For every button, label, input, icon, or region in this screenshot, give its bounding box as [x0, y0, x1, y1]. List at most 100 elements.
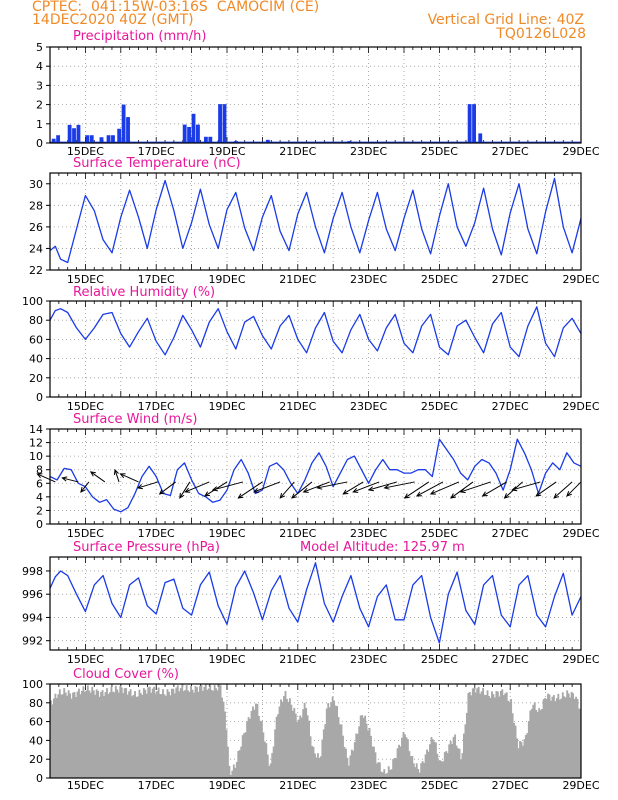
x-tick-label: 19DEC [208, 400, 245, 413]
y-tick-label: 0 [36, 518, 43, 531]
x-tick-label: 25DEC [421, 400, 458, 413]
cloud-bar [405, 737, 408, 778]
cloud-bar [370, 735, 372, 778]
y-tick-label: 10 [29, 450, 43, 463]
panel-5: Surface Pressure (hPa) Model Altitude: 12… [22, 540, 600, 666]
cloud-bar [134, 691, 136, 778]
cloud-bar [536, 712, 539, 778]
wind-vector [482, 481, 507, 497]
x-tick-label: 19DEC [208, 527, 245, 540]
cloud-bar [153, 686, 156, 778]
x-tick-label: 15DEC [67, 145, 104, 158]
cloud-bar [165, 695, 167, 778]
cloud-bar [252, 706, 254, 778]
cloud-bar [179, 688, 182, 778]
wind-arrowhead [459, 488, 466, 494]
cloud-bar [141, 695, 144, 778]
cloud-bar [468, 692, 471, 778]
x-tick-label: 21DEC [279, 779, 316, 792]
cloud-bar [334, 705, 337, 778]
x-tick-label: 15DEC [67, 273, 104, 286]
precip-bar [472, 104, 476, 143]
cloud-bar [572, 693, 575, 778]
cloud-bar [541, 708, 544, 778]
y-tick-label: 30 [29, 178, 43, 191]
wind-arrowhead [89, 471, 96, 477]
cloud-bar [387, 766, 390, 778]
cloud-bar [340, 724, 343, 778]
cloud-bar [85, 690, 88, 778]
y-tick-label: 80 [29, 697, 43, 710]
precip-bar [117, 128, 122, 143]
x-tick-label: 27DEC [492, 653, 529, 666]
cloud-bar [160, 694, 163, 778]
x-tick-label: 29DEC [562, 779, 599, 792]
cloud-bar [314, 753, 316, 778]
y-tick-label: 0 [36, 391, 43, 404]
wind-arrowhead [119, 473, 126, 479]
precip-bar [89, 135, 94, 143]
cloud-bar [508, 701, 511, 778]
cloud-bar [358, 726, 361, 778]
precip-bar [218, 104, 222, 143]
x-tick-label: 27DEC [492, 779, 529, 792]
wind-vector [566, 481, 582, 497]
wind-arrowhead [429, 489, 436, 495]
cloud-bar [91, 686, 94, 778]
wind-arrowhead [415, 491, 422, 497]
cloud-bar [331, 696, 334, 778]
cloud-bar [151, 688, 154, 778]
cloud-bar [480, 691, 483, 778]
panel-6: Cloud Cover (%) 0 20 40 60 80 100 15DEC 17DEC 19D… [22, 667, 600, 792]
cloud-bar [196, 687, 198, 778]
cloud-bar [78, 688, 80, 778]
cloud-bar [550, 700, 552, 778]
cloud-bar [325, 708, 328, 778]
plot-frame [49, 300, 582, 398]
cloud-bar [75, 696, 77, 778]
precip-bar [182, 124, 187, 143]
wind-vector [416, 481, 444, 497]
wind-arrowhead [204, 491, 211, 497]
y-tick-label: 5 [36, 41, 43, 54]
cloud-bar [247, 717, 250, 778]
y-tick-label: 100 [22, 295, 43, 308]
wind-vector [238, 481, 263, 499]
cloud-bar [274, 729, 277, 778]
cloud-bar [110, 686, 113, 778]
cloud-bar [519, 741, 521, 778]
cloud-bar [88, 690, 91, 778]
cloud-bar [423, 762, 426, 778]
x-tick-label: 15DEC [67, 779, 104, 792]
wind-arrowhead [253, 487, 260, 493]
cloud-bar [63, 688, 66, 778]
cloud-bar [485, 694, 487, 778]
cloud-bar [359, 715, 362, 778]
cloud-bar [128, 691, 131, 778]
y-tick-label: 20 [29, 372, 43, 385]
cloud-bar [275, 716, 278, 778]
run-time-label: 14DEC2020 40Z (GMT) [32, 12, 194, 28]
wind-arrowhead [302, 487, 309, 493]
precip-bar [99, 137, 104, 143]
cloud-bar [424, 754, 427, 778]
cloud-bar [182, 691, 185, 778]
panel-title: Surface Temperature (nC) [73, 156, 241, 171]
cloud-bar [567, 693, 570, 778]
cloud-bar [337, 717, 340, 778]
cloud-bar [432, 739, 434, 778]
cloud-bar [281, 701, 284, 778]
cloud-bar [70, 698, 73, 778]
cloud-bar [404, 734, 406, 778]
cloud-bar [460, 759, 462, 778]
x-tick-label: 27DEC [492, 527, 529, 540]
cloud-bar [58, 689, 61, 778]
wind-arrowhead [80, 486, 86, 493]
cloud-bar [573, 698, 576, 778]
cloud-bar [122, 693, 125, 778]
cloud-bar [346, 757, 349, 778]
cloud-bar [86, 685, 89, 778]
cloud-bar [401, 737, 403, 778]
cloud-bar [375, 763, 378, 778]
cloud-bar [504, 693, 507, 778]
